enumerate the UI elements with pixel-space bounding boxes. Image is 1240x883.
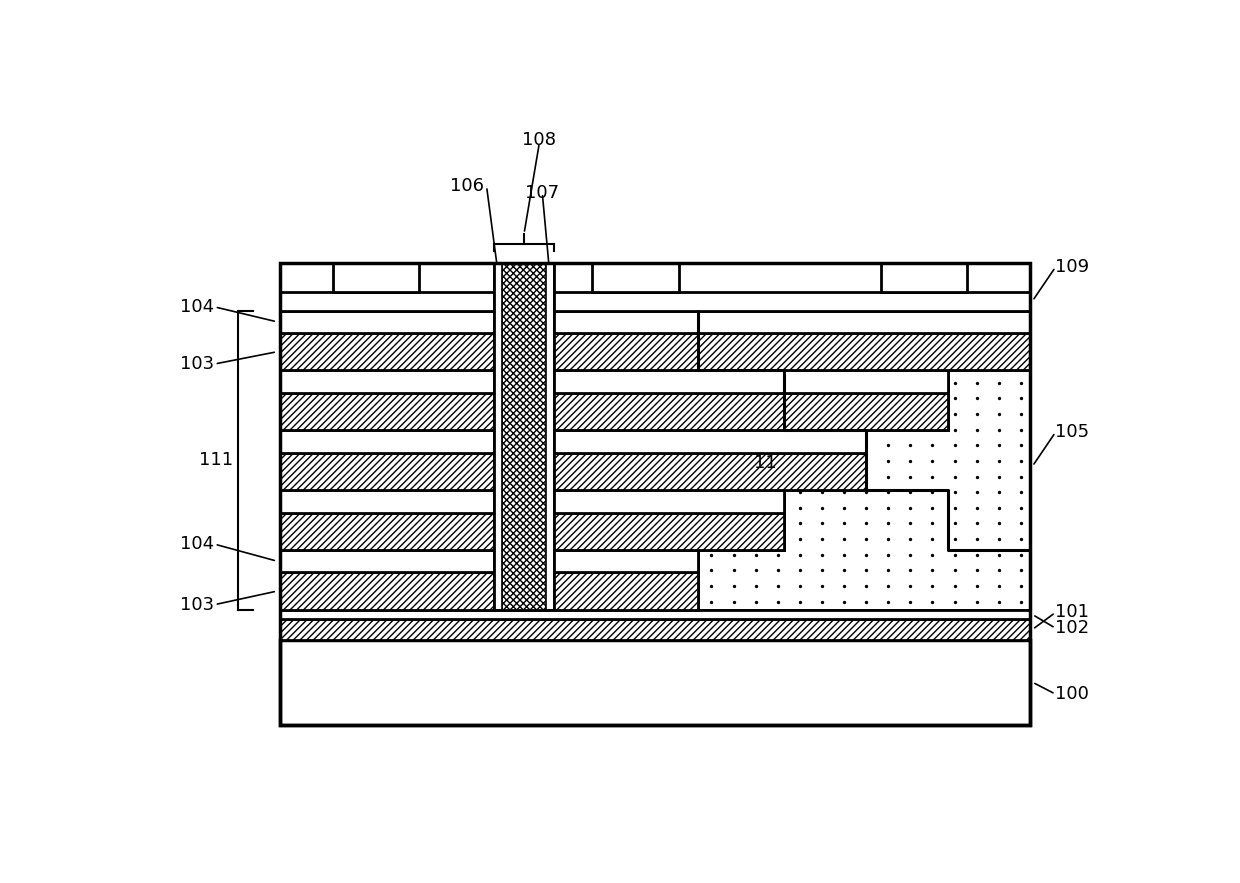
Text: 101: 101	[1055, 603, 1090, 622]
Polygon shape	[280, 639, 1029, 725]
Polygon shape	[280, 393, 947, 430]
Polygon shape	[880, 263, 967, 291]
Polygon shape	[280, 512, 785, 550]
Text: 104: 104	[181, 298, 215, 316]
Text: 102: 102	[1055, 619, 1090, 638]
Polygon shape	[280, 371, 947, 393]
Polygon shape	[280, 619, 1029, 639]
Polygon shape	[280, 333, 1029, 371]
Text: 11: 11	[754, 454, 776, 472]
Polygon shape	[593, 263, 678, 291]
Polygon shape	[280, 490, 785, 512]
Polygon shape	[280, 430, 866, 453]
Text: 109: 109	[1055, 258, 1090, 276]
Polygon shape	[332, 263, 419, 291]
Polygon shape	[495, 263, 502, 610]
Polygon shape	[502, 263, 546, 610]
Polygon shape	[280, 610, 1029, 619]
Text: 105: 105	[1055, 423, 1090, 442]
Text: 106: 106	[450, 177, 485, 195]
Polygon shape	[280, 291, 1029, 311]
Text: 107: 107	[526, 184, 559, 202]
Text: 108: 108	[522, 131, 557, 149]
Text: 100: 100	[1055, 685, 1089, 703]
Polygon shape	[280, 311, 1029, 333]
Text: 104: 104	[181, 535, 215, 553]
Text: 103: 103	[181, 355, 215, 373]
Text: 111: 111	[198, 451, 233, 469]
Polygon shape	[280, 453, 866, 490]
Polygon shape	[280, 550, 698, 572]
Text: 103: 103	[181, 596, 215, 614]
Polygon shape	[546, 263, 554, 610]
Polygon shape	[280, 572, 698, 610]
Polygon shape	[698, 311, 1029, 610]
